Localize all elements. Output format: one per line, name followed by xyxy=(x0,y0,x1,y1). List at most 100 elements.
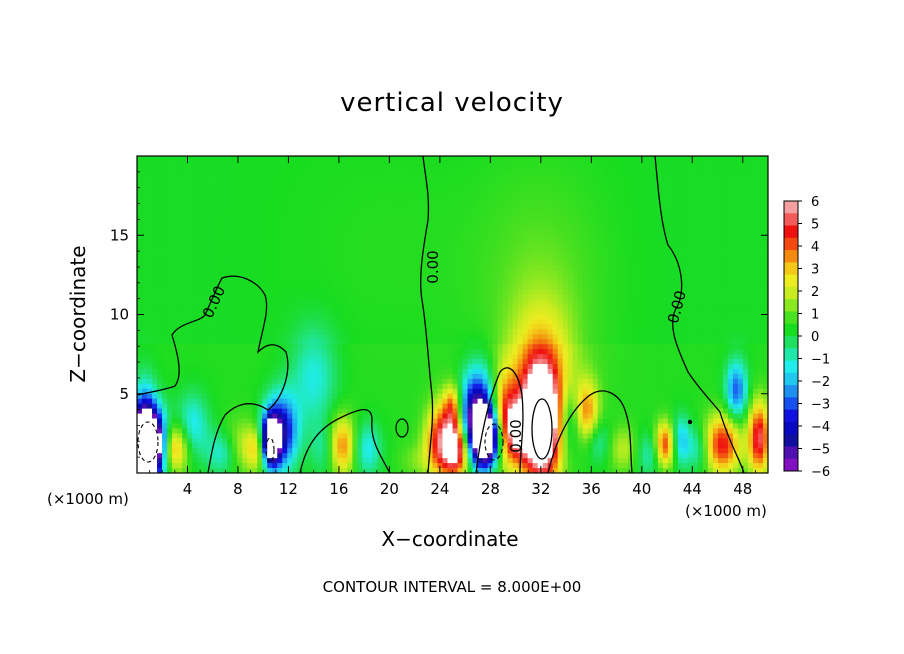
field-cell xyxy=(597,304,604,311)
field-cell xyxy=(722,334,729,340)
field-cell xyxy=(262,329,268,335)
field-cell xyxy=(562,240,569,246)
field-cell xyxy=(642,339,649,345)
field-cell xyxy=(702,324,709,330)
field-cell xyxy=(402,294,409,301)
field-cell xyxy=(162,200,168,207)
field-cell xyxy=(387,279,394,286)
field-cell xyxy=(492,170,499,177)
field-cell xyxy=(717,274,724,281)
field-cell xyxy=(282,274,288,281)
field-cell xyxy=(692,225,699,231)
field-cell xyxy=(172,235,178,241)
field-cell xyxy=(352,329,358,335)
field-cell xyxy=(137,329,143,335)
field-cell xyxy=(207,190,213,197)
field-cell xyxy=(757,175,764,182)
field-cell xyxy=(227,225,233,231)
field-cell xyxy=(492,210,499,217)
field-cell xyxy=(497,225,504,231)
field-cell xyxy=(557,329,564,335)
field-cell xyxy=(747,230,754,236)
field-cell xyxy=(467,160,474,167)
field-cell xyxy=(477,240,484,246)
field-cell xyxy=(522,165,529,172)
field-cell xyxy=(202,195,208,202)
field-cell xyxy=(267,274,273,281)
field-cell xyxy=(207,264,213,271)
field-cell xyxy=(762,156,768,162)
field-cell xyxy=(312,185,318,192)
field-cell xyxy=(157,185,163,192)
field-cell xyxy=(382,289,388,296)
field-cell xyxy=(327,205,333,212)
field-cell xyxy=(727,210,734,217)
field-cell xyxy=(217,175,223,182)
field-cell xyxy=(762,195,768,202)
field-cell xyxy=(557,274,564,281)
field-cell xyxy=(567,329,574,335)
field-cell xyxy=(207,185,213,192)
field-cell xyxy=(287,205,293,212)
field-cell xyxy=(212,304,218,311)
field-cell xyxy=(232,165,238,172)
field-cell xyxy=(527,274,534,281)
field-cell xyxy=(397,255,404,261)
field-cell xyxy=(662,324,669,330)
field-cell xyxy=(352,220,358,226)
field-cell xyxy=(152,230,158,236)
field-cell xyxy=(697,240,704,246)
field-cell xyxy=(147,250,153,256)
field-cell xyxy=(627,279,634,286)
field-cell xyxy=(247,309,253,316)
field-cell xyxy=(637,230,644,236)
field-cell xyxy=(367,230,373,236)
field-cell xyxy=(577,304,584,311)
field-cell xyxy=(632,264,639,271)
field-cell xyxy=(362,289,368,296)
field-cell xyxy=(417,205,424,212)
field-cell xyxy=(487,185,494,192)
field-cell xyxy=(642,314,649,321)
field-cell xyxy=(617,319,624,325)
field-cell xyxy=(712,220,719,226)
field-cell xyxy=(437,235,444,241)
field-cell xyxy=(422,299,429,306)
field-cell xyxy=(492,289,499,296)
field-cell xyxy=(397,314,404,321)
field-cell xyxy=(622,344,629,350)
field-cell xyxy=(182,279,188,286)
field-cell xyxy=(212,200,218,207)
field-cell xyxy=(242,205,248,212)
field-cell xyxy=(757,279,764,286)
field-cell xyxy=(312,160,318,167)
field-cell xyxy=(167,260,173,266)
field-cell xyxy=(732,215,739,221)
field-cell xyxy=(502,230,509,236)
field-cell xyxy=(542,334,549,340)
field-cell xyxy=(222,185,228,192)
field-cell xyxy=(197,329,203,335)
field-cell xyxy=(507,185,514,192)
field-cell xyxy=(322,180,328,187)
field-cell xyxy=(227,170,233,177)
field-cell xyxy=(567,235,574,241)
field-cell xyxy=(282,299,288,306)
field-cell xyxy=(707,235,714,241)
field-cell xyxy=(587,289,594,296)
field-cell xyxy=(492,260,499,266)
field-cell xyxy=(202,165,208,172)
field-cell xyxy=(537,240,544,246)
field-cell xyxy=(387,284,394,291)
field-cell xyxy=(177,235,183,241)
field-cell xyxy=(342,250,348,256)
field-cell xyxy=(597,235,604,241)
field-cell xyxy=(697,339,704,345)
field-cell xyxy=(307,294,313,301)
field-cell xyxy=(672,304,679,311)
field-cell xyxy=(272,329,278,335)
field-cell xyxy=(357,156,363,162)
field-cell xyxy=(647,255,654,261)
field-cell xyxy=(212,230,218,236)
field-cell xyxy=(517,195,524,202)
